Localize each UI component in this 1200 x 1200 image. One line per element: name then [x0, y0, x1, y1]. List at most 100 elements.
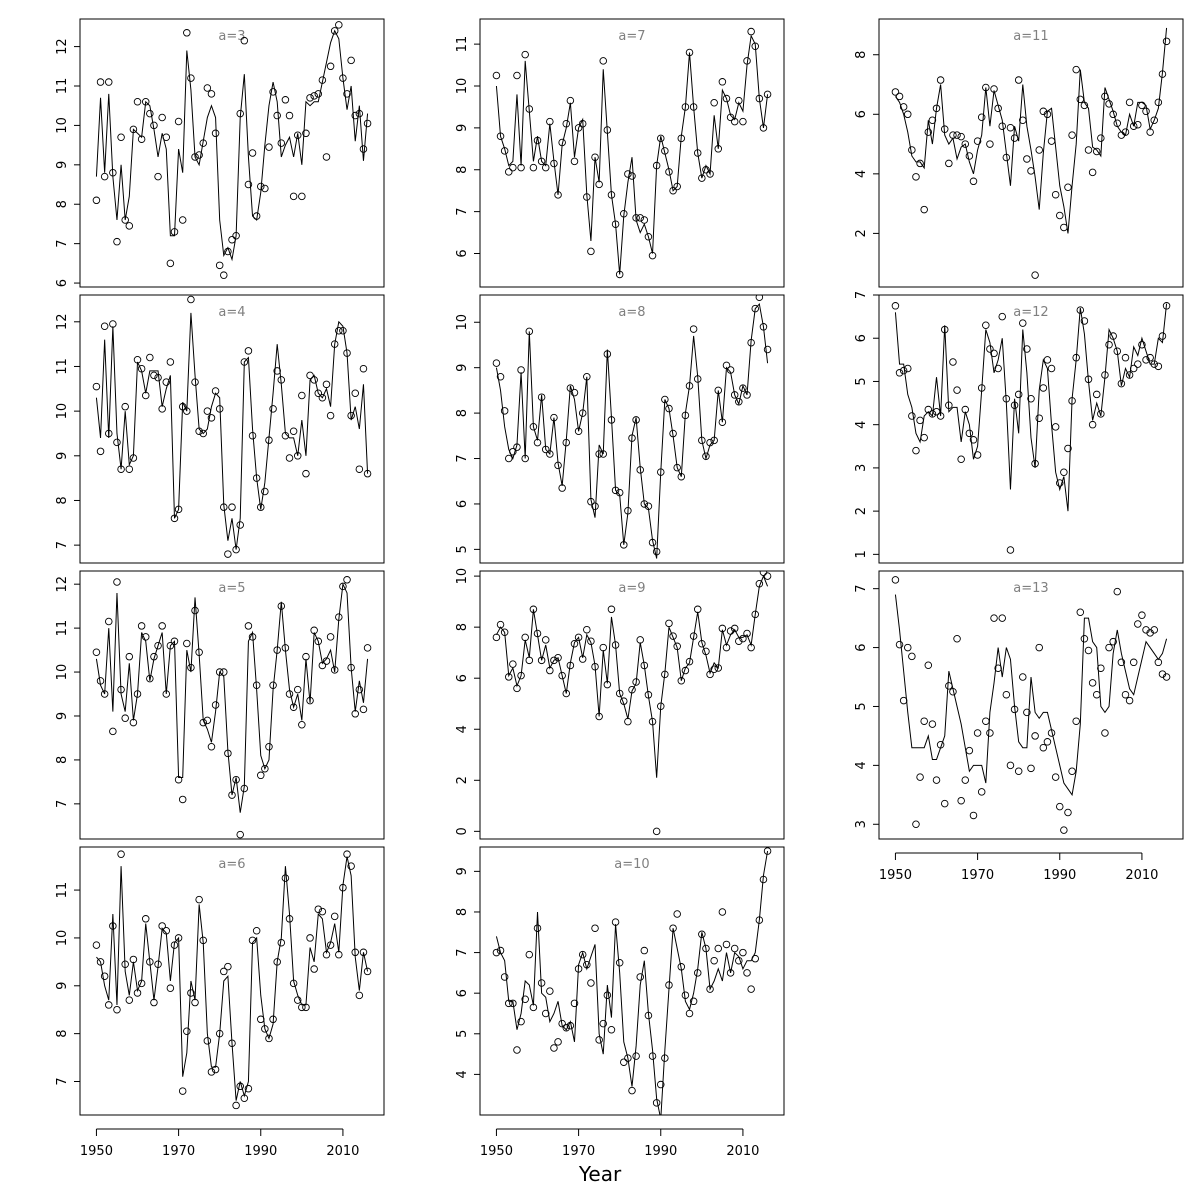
data-point: [1006, 123, 1015, 132]
data-point: [207, 414, 216, 422]
data-point: [281, 96, 290, 104]
data-point: [509, 163, 517, 172]
data-point: [591, 153, 599, 161]
data-point: [166, 358, 175, 366]
data-point: [1068, 397, 1076, 405]
data-point: [735, 96, 743, 105]
data-point: [973, 729, 982, 737]
data-point: [191, 998, 199, 1007]
data-point: [558, 484, 566, 492]
data-point: [281, 874, 290, 882]
data-point: [257, 182, 265, 191]
data-point: [957, 455, 965, 464]
data-point: [685, 48, 694, 57]
data-point: [244, 347, 253, 355]
data-point: [211, 129, 220, 138]
data-point: [1047, 137, 1056, 145]
data-point: [591, 502, 599, 510]
data-point: [1154, 98, 1163, 107]
data-point: [1043, 110, 1052, 119]
data-point: [739, 948, 747, 957]
data-point: [207, 1068, 216, 1076]
data-point: [1035, 146, 1043, 154]
data-point: [591, 662, 599, 671]
data-point: [517, 366, 525, 374]
data-point: [603, 680, 612, 689]
data-point: [505, 999, 513, 1008]
data-point: [1014, 767, 1023, 776]
observed-points: [92, 576, 372, 839]
data-point: [199, 718, 207, 727]
data-point: [648, 251, 657, 260]
data-point: [1076, 95, 1085, 104]
data-point: [248, 633, 257, 641]
data-point: [566, 96, 575, 105]
data-point: [199, 936, 207, 945]
data-point: [990, 614, 998, 622]
data-point: [714, 386, 723, 395]
data-point: [96, 447, 105, 456]
data-point: [162, 690, 171, 698]
y-tick-label: 7: [854, 291, 869, 299]
data-point: [285, 915, 294, 923]
y-tick-label: 2: [455, 776, 470, 784]
data-point: [500, 973, 509, 981]
data-point: [1134, 120, 1142, 129]
panel-title: a=5: [218, 581, 245, 596]
data-point: [587, 497, 595, 506]
observed-points: [92, 850, 372, 1110]
data-point: [343, 349, 351, 357]
data-point: [693, 969, 702, 977]
plot-frame: [79, 846, 385, 1116]
data-point: [1113, 587, 1122, 596]
data-point: [178, 402, 187, 411]
x-tick-label: 1970: [162, 1144, 195, 1159]
data-point: [755, 295, 764, 302]
data-point: [137, 979, 146, 988]
data-point: [355, 465, 364, 473]
data-point: [1043, 356, 1052, 364]
data-point: [965, 429, 974, 438]
data-point: [908, 146, 916, 154]
y-axis: 7 8 9 10 11 12: [55, 314, 80, 549]
data-point: [1125, 98, 1134, 107]
data-point: [121, 714, 129, 722]
data-point: [562, 1023, 571, 1032]
data-point: [146, 109, 154, 118]
data-point: [1056, 479, 1064, 487]
data-point: [1105, 643, 1113, 652]
data-point: [636, 973, 644, 981]
data-point: [347, 663, 355, 672]
data-point: [640, 661, 649, 670]
data-point: [665, 404, 673, 413]
data-point: [183, 1027, 191, 1035]
plot-frame: [878, 18, 1184, 288]
data-point: [269, 1015, 277, 1024]
observed-points: [492, 27, 772, 279]
data-point: [607, 416, 616, 424]
y-tick-label: 9: [55, 452, 70, 460]
data-point: [133, 356, 142, 364]
data-point: [232, 545, 240, 554]
data-point: [657, 1080, 665, 1089]
series-line: [495, 302, 769, 559]
data-point: [1060, 223, 1068, 232]
data-point: [751, 610, 759, 619]
data-point: [314, 637, 323, 646]
data-point: [125, 222, 134, 230]
data-point: [689, 632, 698, 640]
data-point: [174, 775, 183, 784]
data-point: [1031, 271, 1039, 279]
data-point: [661, 670, 669, 679]
data-point: [920, 717, 928, 725]
data-point: [1138, 340, 1146, 349]
data-point: [314, 389, 323, 398]
y-tick-label: 9: [55, 712, 70, 720]
y-axis: 7 8 9 10 11 12: [55, 576, 80, 808]
x-tick-label: 1950: [879, 868, 912, 883]
data-point: [928, 720, 937, 728]
data-point: [322, 950, 331, 959]
plot-frame: [479, 570, 785, 840]
data-point: [513, 1046, 521, 1054]
data-point: [685, 382, 694, 390]
